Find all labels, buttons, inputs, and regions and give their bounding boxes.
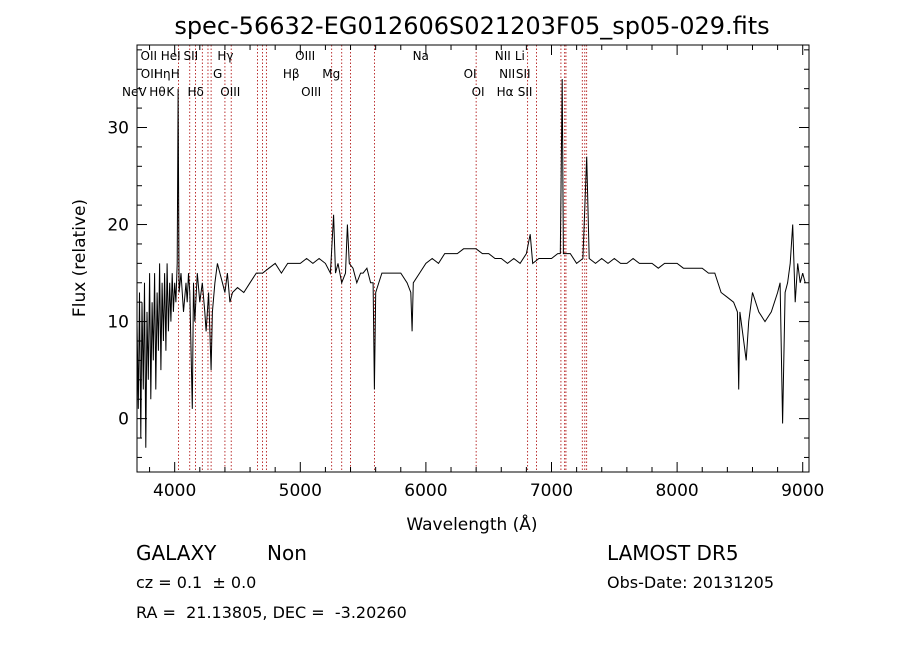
object-class: GALAXY [136, 541, 217, 565]
spectrum-series [136, 78, 806, 448]
line-label-oiii: OIII [301, 85, 321, 99]
y-axis-ticks: 0 10 20 30 [107, 49, 809, 458]
line-label-mg: Mg [322, 67, 340, 81]
line-label-na: Na [413, 49, 429, 63]
line-label-hβ: Hβ [283, 67, 300, 81]
line-label-hη: Hη [154, 67, 171, 81]
y-tick-label: 20 [107, 216, 129, 236]
x-tick-label: 8000 [655, 481, 698, 501]
x-tick-label: 6000 [404, 481, 447, 501]
line-label-oii: OII [141, 49, 158, 63]
x-tick-label: 5000 [279, 481, 322, 501]
emission-line-labels: NeVOIIOIIHθHηHeIHKSIIHδHγGOIIIOIIIHβOIII… [122, 49, 532, 99]
x-axis-label: Wavelength (Å) [406, 513, 537, 535]
y-tick-label: 10 [107, 313, 129, 333]
line-label-hα: Hα [497, 85, 514, 99]
ra-dec: RA = 21.13805, DEC = -3.20260 [136, 603, 407, 622]
observation-date: Obs-Date: 20131205 [607, 573, 775, 592]
line-label-g: G [213, 67, 222, 81]
redshift-cz: cz = 0.1 ± 0.0 [136, 573, 257, 592]
line-label-h: H [171, 67, 180, 81]
line-label-sii: SII [518, 85, 533, 99]
survey-name: LAMOST DR5 [607, 541, 739, 565]
x-axis-ticks: 4000 5000 6000 7000 8000 9000 [149, 45, 824, 501]
line-label-hγ: Hγ [217, 49, 233, 63]
plot-frame [136, 44, 810, 473]
x-tick-label: 4000 [153, 481, 196, 501]
x-tick-label: 7000 [530, 481, 573, 501]
line-label-nii: NII [499, 67, 515, 81]
line-label-hθ: Hθ [149, 85, 165, 99]
line-label-li: Li [515, 49, 525, 63]
y-axis-label: Flux (relative) [70, 199, 90, 317]
line-label-oii: OII [141, 67, 158, 81]
line-label-k: K [166, 85, 175, 99]
y-tick-label: 30 [107, 118, 129, 138]
line-label-hδ: Hδ [187, 85, 203, 99]
line-label-nii: NII [495, 49, 511, 63]
line-label-oiii: OIII [295, 49, 315, 63]
x-tick-label: 9000 [781, 481, 824, 501]
line-label-oi: OI [464, 67, 477, 81]
line-label-sii: SII [516, 67, 531, 81]
y-tick-label: 0 [118, 410, 129, 430]
line-label-hei: HeI [161, 49, 181, 63]
line-label-nev: NeV [122, 85, 147, 99]
line-label-oiii: OIII [220, 85, 240, 99]
spectrum-line [136, 78, 806, 448]
line-label-sii: SII [183, 49, 198, 63]
object-subclass: Non [267, 541, 307, 565]
line-label-oi: OI [472, 85, 485, 99]
line-markers [178, 45, 588, 472]
chart-title: spec-56632-EG012606S021203F05_sp05-029.f… [174, 12, 769, 40]
